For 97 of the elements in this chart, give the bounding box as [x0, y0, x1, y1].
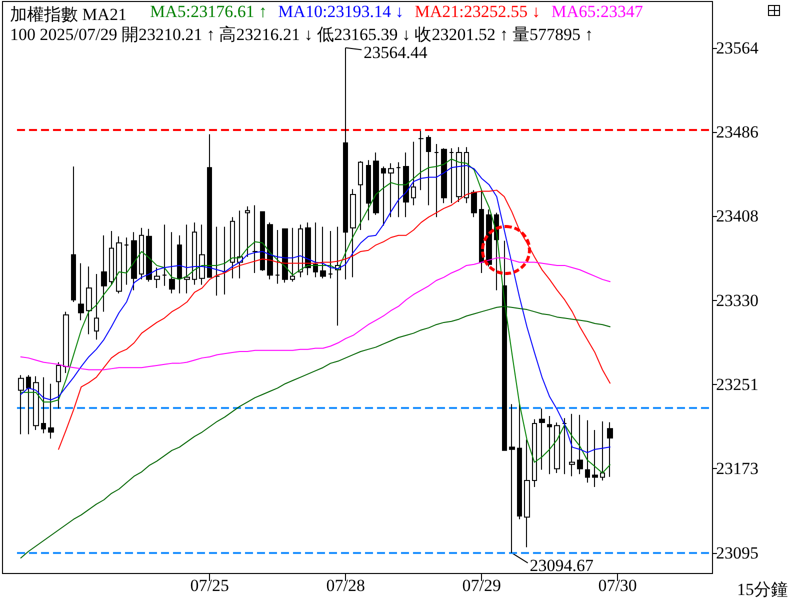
candlestick	[517, 404, 522, 520]
candlestick	[456, 146, 462, 203]
x-tick-label: 07/29	[462, 576, 501, 595]
candlestick	[154, 267, 160, 289]
candlestick	[48, 383, 54, 440]
candlestick	[532, 418, 537, 488]
candlestick	[320, 226, 326, 279]
text: MA10:23193.14 ↓	[278, 2, 404, 21]
candlestick	[18, 374, 24, 435]
candlestick	[388, 162, 394, 218]
candlestick	[78, 262, 84, 321]
candlestick	[116, 236, 122, 294]
candlestick	[449, 148, 454, 204]
candlestick	[63, 311, 69, 374]
candlestick	[275, 229, 280, 284]
candlestick	[101, 234, 107, 312]
candlestick	[169, 232, 175, 294]
candlestick	[177, 234, 182, 294]
candlestick	[237, 210, 243, 279]
candlestick	[214, 226, 220, 296]
candlestick	[554, 422, 560, 474]
text: 100 2025/07/29 開23210.21 ↑ 高23216.21 ↓ 低23165.39 ↓ 收23201.52 ↑ 量577895 ↑	[10, 25, 594, 44]
candlestick	[33, 376, 39, 430]
candlestick	[267, 222, 273, 280]
candlestick	[184, 224, 190, 294]
candlestick	[131, 232, 137, 291]
chart-title: 加權指數 MA21	[10, 5, 127, 24]
candlestick	[305, 222, 311, 276]
candlestick	[524, 439, 530, 548]
candlestick	[539, 408, 545, 470]
candlestick	[502, 240, 507, 451]
x-tick-label: 07/25	[190, 576, 230, 595]
line-series	[20, 306, 611, 558]
text: 15分鐘	[737, 580, 788, 599]
candlestick	[358, 160, 363, 230]
y-tick-label: 23486	[716, 122, 758, 142]
candlestick	[335, 226, 341, 326]
candlestick	[403, 152, 409, 218]
candlestick	[146, 228, 152, 282]
candlestick	[94, 274, 99, 340]
candlestick	[569, 413, 575, 477]
text: MA5:23176.61 ↑	[150, 2, 268, 21]
candlestick	[418, 130, 424, 191]
candlestick	[426, 134, 431, 206]
candlestick	[562, 418, 567, 475]
candlestick	[282, 228, 288, 284]
candlestick	[86, 266, 92, 335]
y-tick-label: 23173	[716, 459, 758, 478]
candlestick	[585, 420, 590, 484]
candlestick	[192, 222, 197, 286]
candlestick	[124, 236, 129, 286]
candlestick	[313, 222, 318, 278]
candlestick	[139, 227, 144, 280]
y-tick-label: 23408	[716, 206, 758, 226]
text: MA65:23347	[551, 2, 644, 21]
candlestick	[56, 362, 61, 409]
candlestick	[41, 376, 46, 434]
y-tick-label: 23330	[716, 290, 758, 310]
candlestick	[71, 166, 76, 303]
candlestick	[509, 404, 515, 554]
candlestick	[592, 429, 598, 488]
candlestick	[350, 188, 356, 278]
candlestick	[434, 143, 439, 218]
candlestick	[207, 134, 212, 278]
candlestick	[600, 420, 605, 482]
candlestick	[290, 227, 295, 282]
line-series	[20, 257, 611, 370]
candlestick	[471, 190, 477, 218]
candlestick	[328, 230, 333, 279]
candlestick	[245, 206, 250, 258]
y-tick-label: 23251	[716, 375, 758, 394]
candlestick	[252, 204, 258, 274]
candlestick	[441, 148, 447, 204]
candlestick	[547, 416, 552, 475]
candlestick	[373, 152, 379, 216]
x-tick-label: 07/28	[326, 576, 365, 595]
candlestick	[162, 224, 167, 286]
candlestick	[396, 162, 401, 218]
annotation: 23564.44	[364, 42, 428, 62]
candlestick	[26, 374, 31, 435]
candlestick	[298, 224, 303, 278]
y-tick-label: 23095	[716, 543, 758, 562]
line-series	[58, 190, 611, 450]
candlestick	[464, 146, 469, 204]
candlestick	[366, 160, 371, 221]
candlestick	[381, 166, 386, 226]
candlestick	[607, 422, 613, 478]
candlestick	[230, 216, 235, 279]
text: MA21:23252.55 ↓	[414, 2, 540, 21]
candlestick	[411, 141, 416, 206]
x-tick-label: 07/30	[598, 576, 637, 595]
candlestick	[577, 414, 583, 475]
candlestick	[109, 230, 114, 286]
y-tick-label: 23564	[716, 38, 759, 58]
annotation: 23094.67	[530, 556, 594, 575]
candlestick	[199, 224, 205, 286]
candlestick	[260, 211, 265, 272]
